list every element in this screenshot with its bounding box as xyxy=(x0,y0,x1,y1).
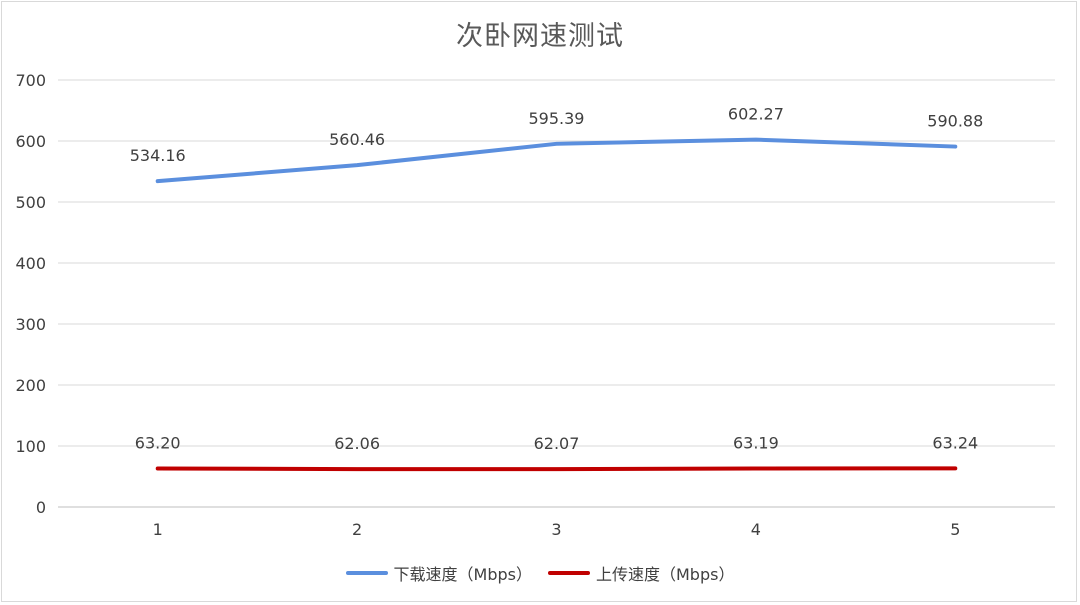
x-tick-label: 3 xyxy=(551,520,561,539)
y-tick-label: 500 xyxy=(15,193,46,212)
y-tick-label: 100 xyxy=(15,437,46,456)
y-tick-label: 400 xyxy=(15,254,46,273)
legend-label-download: 下载速度（Mbps） xyxy=(393,565,532,584)
x-tick-label: 2 xyxy=(352,520,362,539)
legend-swatch-upload xyxy=(548,571,590,575)
series-line-download xyxy=(155,137,958,184)
legend-swatch-download xyxy=(345,571,388,575)
data-label-download: 560.46 xyxy=(329,130,385,149)
data-label-download: 595.39 xyxy=(529,109,585,128)
x-tick-label: 4 xyxy=(751,520,761,539)
x-tick-label: 1 xyxy=(153,520,163,539)
y-tick-label: 0 xyxy=(36,498,46,517)
series-line-upload xyxy=(155,466,958,472)
x-tick-label: 5 xyxy=(950,520,960,539)
data-label-download: 602.27 xyxy=(728,105,784,124)
legend-item-download: 下载速度（Mbps） xyxy=(345,561,532,585)
y-tick-label: 300 xyxy=(15,315,46,334)
data-label-upload: 62.06 xyxy=(334,434,380,453)
y-tick-label: 200 xyxy=(15,376,46,395)
data-label-upload: 63.19 xyxy=(733,433,779,452)
y-tick-label: 600 xyxy=(15,132,46,151)
chart-title: 次卧网速测试 xyxy=(456,21,624,52)
data-label-upload: 63.24 xyxy=(932,433,978,452)
data-label-download: 590.88 xyxy=(927,112,983,131)
chart-legend: 下载速度（Mbps） 上传速度（Mbps） xyxy=(0,561,1080,585)
legend-item-upload: 上传速度（Mbps） xyxy=(548,561,734,585)
legend-label-upload: 上传速度（Mbps） xyxy=(596,565,735,584)
y-tick-label: 700 xyxy=(15,71,46,90)
data-label-download: 534.16 xyxy=(130,146,186,165)
data-label-upload: 62.07 xyxy=(534,434,580,453)
data-label-upload: 63.20 xyxy=(135,433,181,452)
